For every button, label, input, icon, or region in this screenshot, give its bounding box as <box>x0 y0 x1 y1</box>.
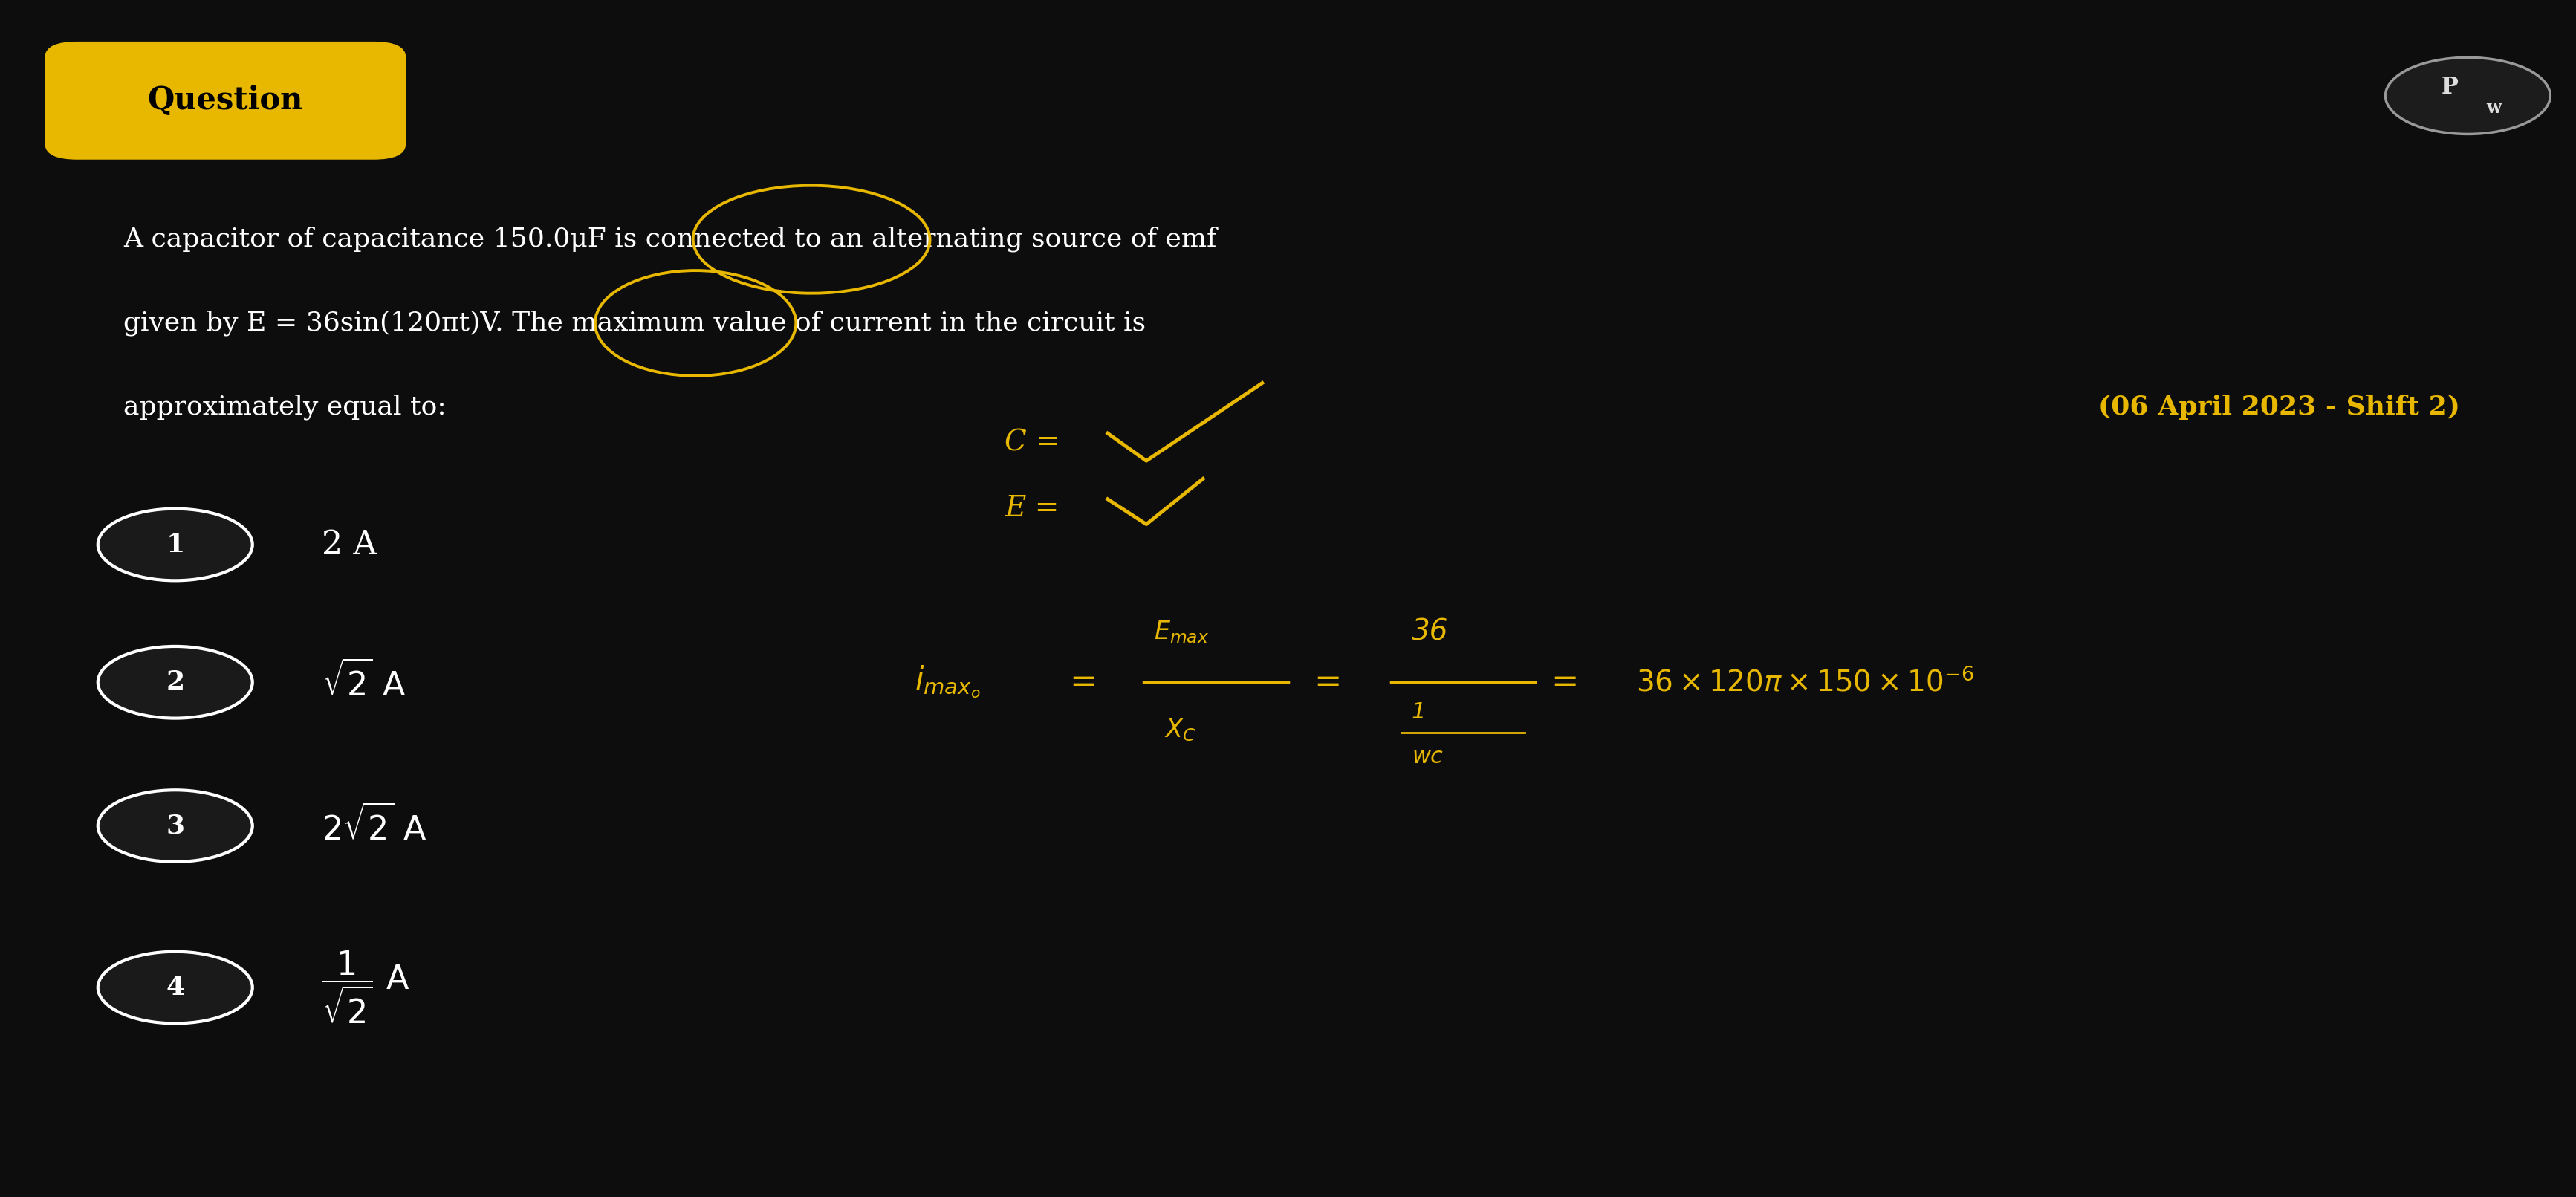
Text: $2\sqrt{2}\ \mathrm{A}$: $2\sqrt{2}\ \mathrm{A}$ <box>322 806 428 846</box>
Text: =: = <box>1314 667 1342 698</box>
Text: Question: Question <box>147 85 304 116</box>
Circle shape <box>2385 57 2550 134</box>
Text: 1: 1 <box>165 531 185 558</box>
Circle shape <box>98 952 252 1023</box>
Text: C =: C = <box>1005 430 1061 456</box>
Text: P: P <box>2442 75 2458 99</box>
Text: 36: 36 <box>1412 618 1448 646</box>
Text: (06 April 2023 - Shift 2): (06 April 2023 - Shift 2) <box>2099 394 2460 420</box>
Text: given by E = 36sin(120πt)V. The maximum value of current in the circuit is: given by E = 36sin(120πt)V. The maximum … <box>124 310 1146 336</box>
Text: A capacitor of capacitance 150.0μF is connected to an alternating source of emf: A capacitor of capacitance 150.0μF is co… <box>124 226 1216 253</box>
Text: $\sqrt{2}\ \mathrm{A}$: $\sqrt{2}\ \mathrm{A}$ <box>322 662 407 703</box>
Text: approximately equal to:: approximately equal to: <box>124 394 446 420</box>
Text: 3: 3 <box>165 813 185 839</box>
Text: E =: E = <box>1005 496 1059 522</box>
Circle shape <box>98 509 252 581</box>
Text: wc: wc <box>1412 746 1443 767</box>
Text: $\dfrac{1}{\sqrt{2}}\ \mathrm{A}$: $\dfrac{1}{\sqrt{2}}\ \mathrm{A}$ <box>322 949 410 1026</box>
FancyBboxPatch shape <box>46 43 404 158</box>
Text: $i_{max_o}$: $i_{max_o}$ <box>914 664 981 700</box>
Text: $X_C$: $X_C$ <box>1164 717 1195 743</box>
Circle shape <box>98 646 252 718</box>
Text: $E_{max}$: $E_{max}$ <box>1154 619 1208 645</box>
Text: w: w <box>2486 99 2501 116</box>
Text: =: = <box>1551 667 1579 698</box>
Text: 4: 4 <box>165 974 185 1001</box>
Circle shape <box>98 790 252 862</box>
Text: 2: 2 <box>165 669 185 695</box>
Text: =: = <box>1069 667 1097 698</box>
Text: 1: 1 <box>1412 701 1427 723</box>
Text: 2 A: 2 A <box>322 529 376 560</box>
Text: $36 \times 120\pi \times 150\times10^{-6}$: $36 \times 120\pi \times 150\times10^{-6… <box>1636 668 1973 697</box>
